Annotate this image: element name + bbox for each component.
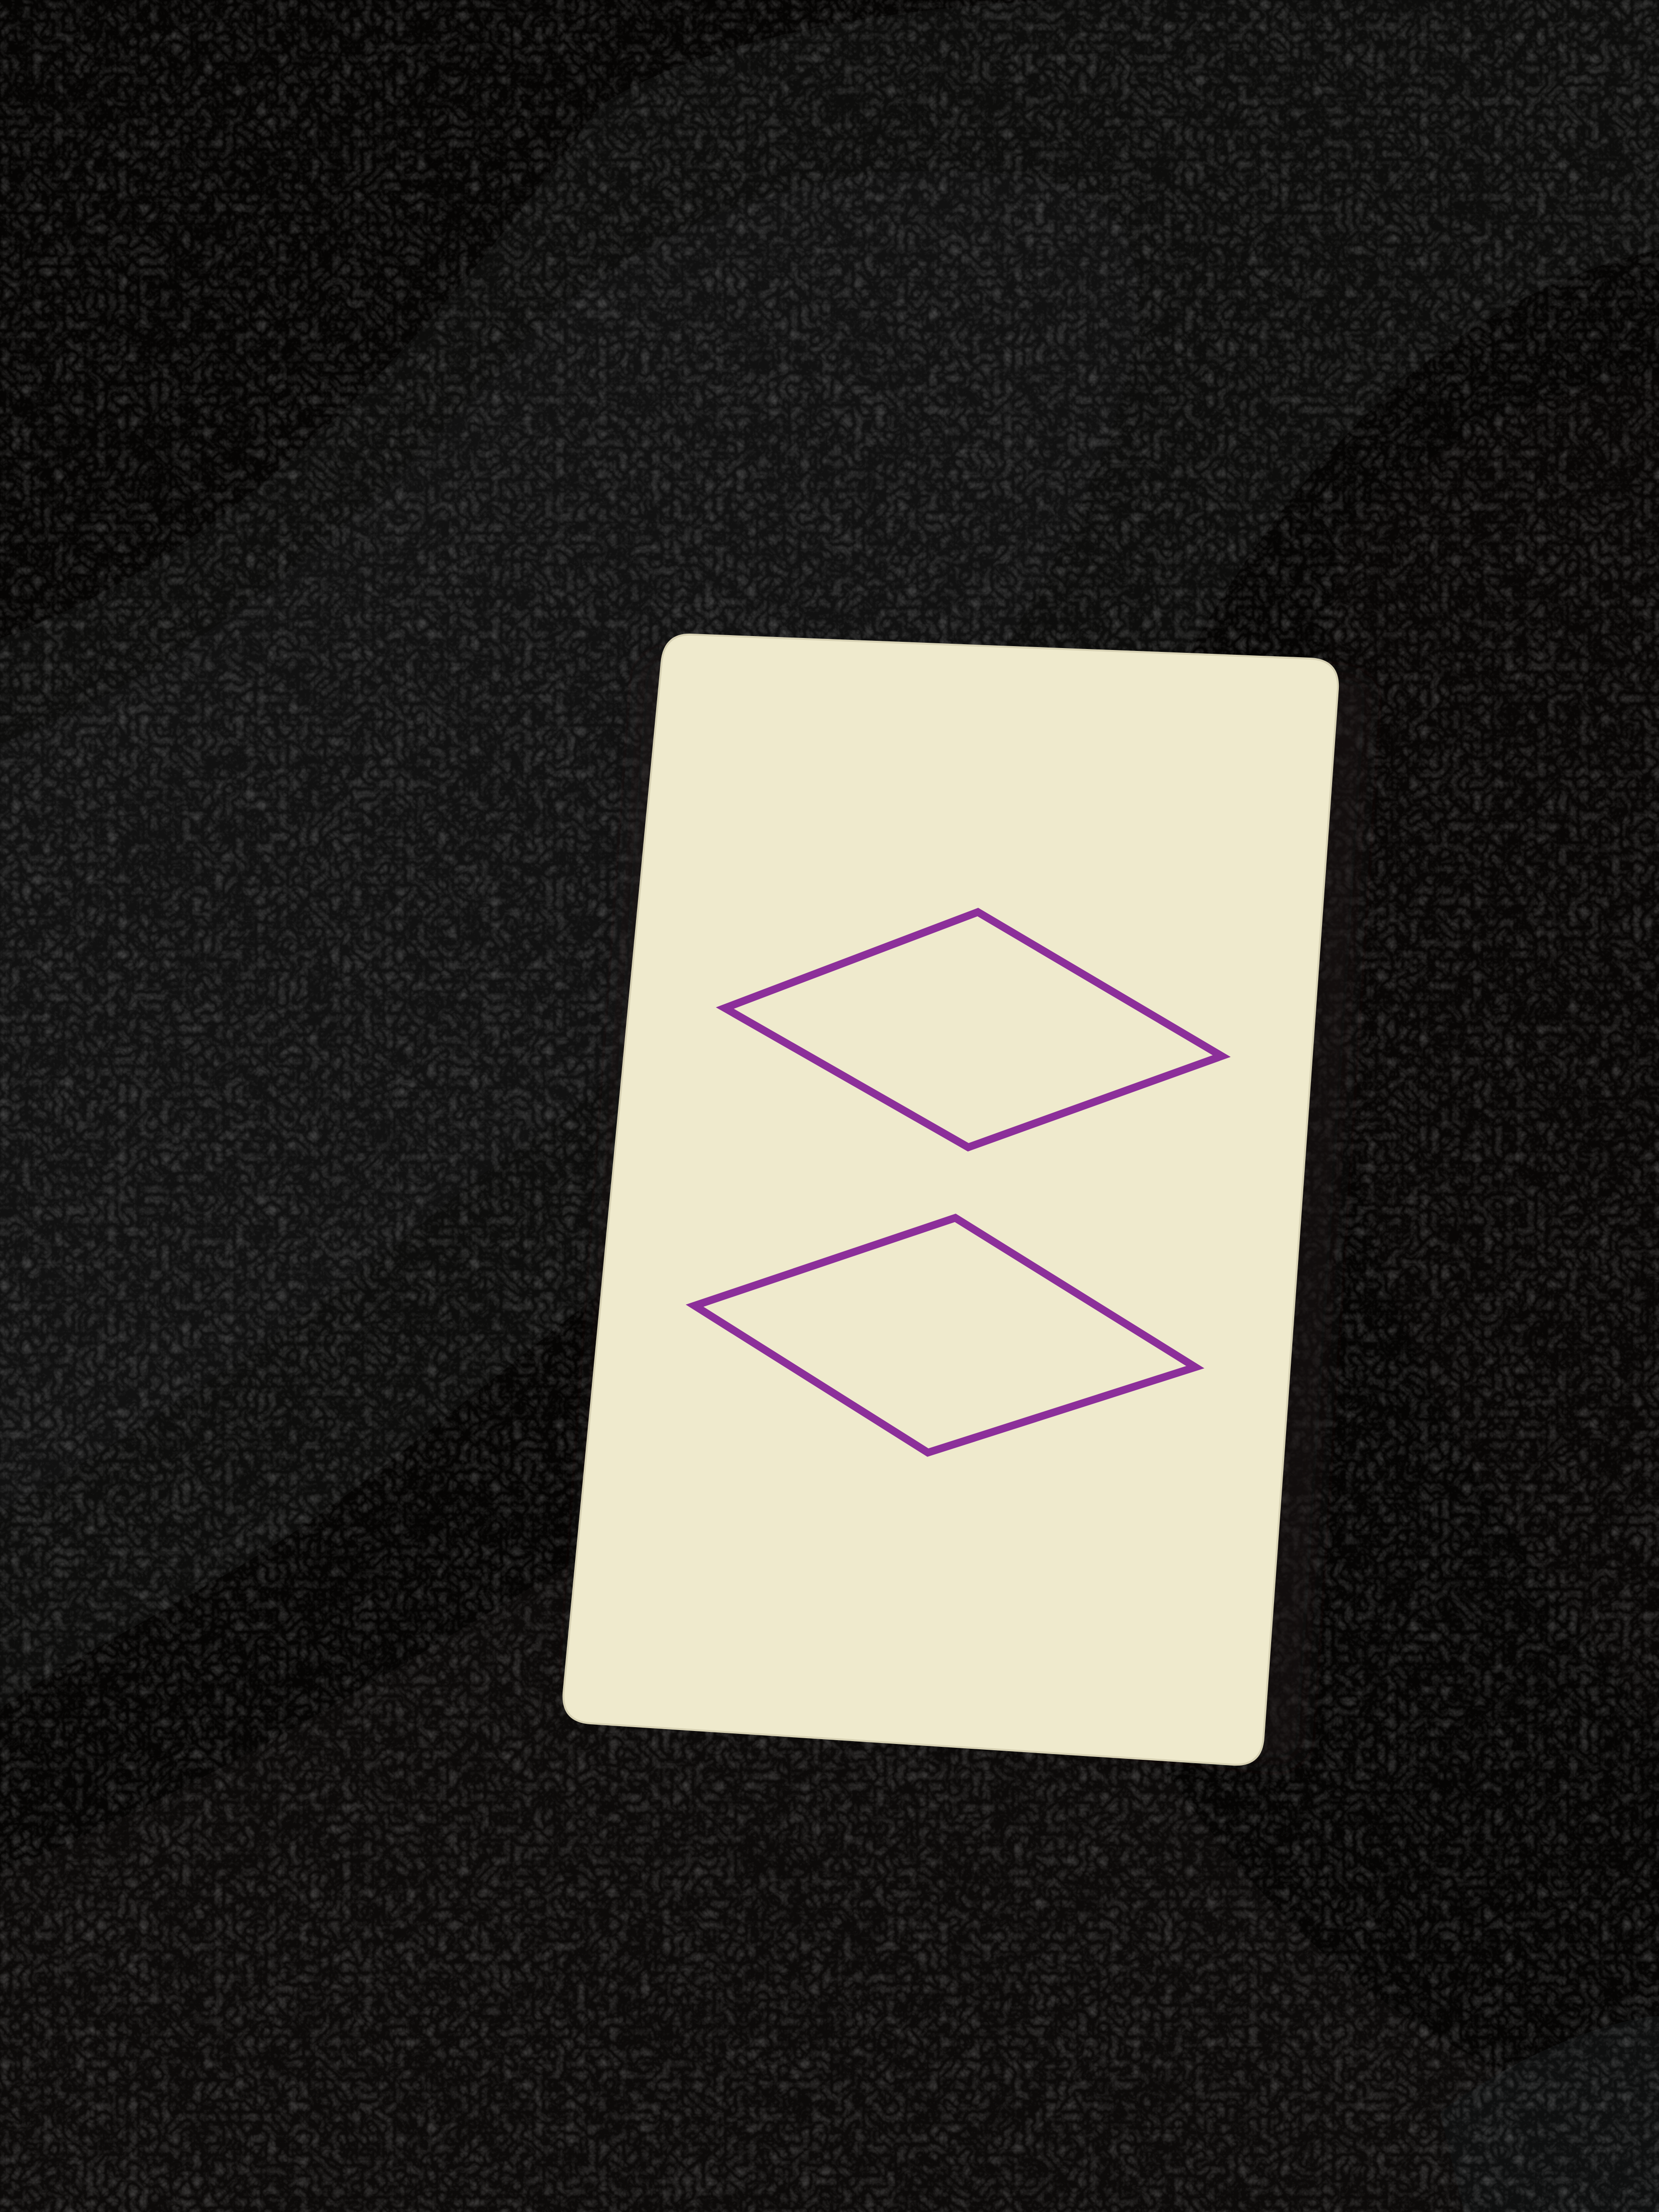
diamond-symbol-bottom [685, 1214, 1204, 1457]
diamond-symbol-top [716, 908, 1231, 1152]
card-face [562, 633, 1339, 1766]
playing-card [562, 633, 1372, 1766]
